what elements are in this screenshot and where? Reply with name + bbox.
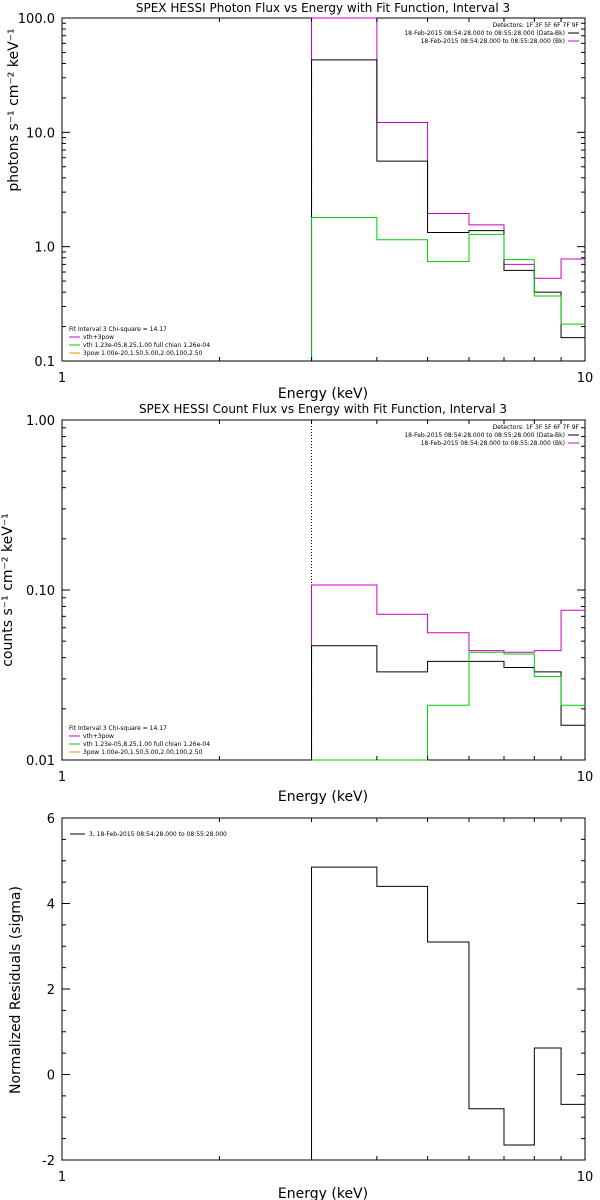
plot-frame xyxy=(61,17,586,362)
series-line-0 xyxy=(311,17,585,361)
x-tick-label: 10 xyxy=(577,1170,594,1185)
plot-frame xyxy=(61,419,586,761)
x-tick-label: 10 xyxy=(577,770,594,785)
x-axis-label: Energy (keV) xyxy=(278,1186,368,1200)
series-line-2 xyxy=(311,216,585,361)
y-tick-label: 0.01 xyxy=(26,754,55,769)
y-tick-label: 2 xyxy=(47,983,55,998)
chart-title: SPEX HESSI Count Flux vs Energy with Fit… xyxy=(139,402,507,416)
legend-top-left: 3, 18-Feb-2015 08:54:28.000 to 08:55:28.… xyxy=(70,831,227,838)
legend-entry: 3pow 1.00e-20,1.50,5.00,2.00,100,2.50 xyxy=(83,350,203,357)
count-flux-panel: SPEX HESSI Count Flux vs Energy with Fit… xyxy=(0,402,593,805)
x-tick-label: 1 xyxy=(58,1170,66,1185)
series-line-1 xyxy=(311,59,585,361)
legend-header: Detectors: 1F 3F 5F 6F 7F 9F xyxy=(493,424,580,431)
legend-bottom-left: Fit Interval 3 Chi-square = 14.17vth+3po… xyxy=(69,725,210,756)
series-line-0 xyxy=(311,866,585,1160)
tick-layer: 0.1 1.0 10.0 100.0 1 10 xyxy=(18,12,593,386)
x-tick-label: 1 xyxy=(58,371,66,386)
y-tick-label: 100.0 xyxy=(18,12,55,27)
legend-entry: vth 1.23e-05,8.25,1.00 full chian 1.26e-… xyxy=(83,741,210,748)
x-axis-label: Energy (keV) xyxy=(278,386,368,402)
y-tick-label: 1.0 xyxy=(34,241,55,256)
series-layer xyxy=(311,420,585,761)
y-tick-label: 0 xyxy=(47,1069,55,1084)
legend-header: Fit Interval 3 Chi-square = 14.17 xyxy=(69,326,167,333)
y-tick-label: 0.1 xyxy=(34,355,55,370)
legend-header: Detectors: 1F 3F 5F 6F 7F 9F xyxy=(493,22,580,29)
legend-entry: vth 1.23e-05,8.25,1.00 full chian 1.26e-… xyxy=(83,342,210,349)
legend-entry: 18-Feb-2015 08:54:28.000 to 08:55:28.000… xyxy=(404,30,565,37)
y-tick-label: 1.00 xyxy=(26,414,55,429)
legend-header: Fit Interval 3 Chi-square = 14.17 xyxy=(69,725,167,732)
x-tick-label: 10 xyxy=(577,371,594,386)
legend-entry: 3pow 1.00e-20,1.50,5.00,2.00,100,2.50 xyxy=(83,749,203,756)
series-line-1 xyxy=(311,645,585,760)
legend-entry: vth+3pow xyxy=(83,733,114,740)
x-axis-label: Energy (keV) xyxy=(278,789,368,805)
legend-entry: 18-Feb-2015 08:54:28.000 to 08:55:28.000… xyxy=(421,440,565,447)
y-tick-label: -2 xyxy=(42,1154,55,1169)
y-tick-label: 4 xyxy=(47,898,55,913)
legend-entry: 3, 18-Feb-2015 08:54:28.000 to 08:55:28.… xyxy=(89,831,227,838)
series-layer xyxy=(311,866,585,1160)
series-layer xyxy=(311,17,585,361)
y-axis-label: photons s⁻¹ cm⁻² keV⁻¹ xyxy=(6,28,22,191)
x-tick-label: 1 xyxy=(58,770,66,785)
y-axis-label: Normalized Residuals (sigma) xyxy=(8,886,24,1094)
series-line-2 xyxy=(311,651,585,761)
legend-bottom-left: Fit Interval 3 Chi-square = 14.17vth+3po… xyxy=(69,326,210,357)
y-tick-label: 6 xyxy=(47,812,55,827)
plot-frame xyxy=(61,817,586,1161)
series-line-0 xyxy=(311,584,585,760)
legend-entry: 18-Feb-2015 08:54:28.000 to 08:55:28.000… xyxy=(404,432,565,439)
tick-layer: 0.01 0.10 1.00 1 10 xyxy=(26,414,593,785)
chart-title: SPEX HESSI Photon Flux vs Energy with Fi… xyxy=(136,1,510,15)
y-tick-label: 10.0 xyxy=(26,126,55,141)
legend-top-right: Detectors: 1F 3F 5F 6F 7F 9F18-Feb-2015 … xyxy=(404,424,579,447)
legend-entry: vth+3pow xyxy=(83,334,114,341)
residuals-panel: Energy (keV) Normalized Residuals (sigma… xyxy=(8,812,593,1200)
legend-entry: 18-Feb-2015 08:54:28.000 to 08:55:28.000… xyxy=(421,38,565,45)
photon-flux-panel: SPEX HESSI Photon Flux vs Energy with Fi… xyxy=(6,1,593,402)
legend-top-right: Detectors: 1F 3F 5F 6F 7F 9F18-Feb-2015 … xyxy=(404,22,579,45)
tick-layer: -2 0 2 4 6 1 10 xyxy=(42,812,593,1185)
y-axis-label: counts s⁻¹ cm⁻² keV⁻¹ xyxy=(0,513,16,667)
y-tick-label: 0.10 xyxy=(26,584,55,599)
